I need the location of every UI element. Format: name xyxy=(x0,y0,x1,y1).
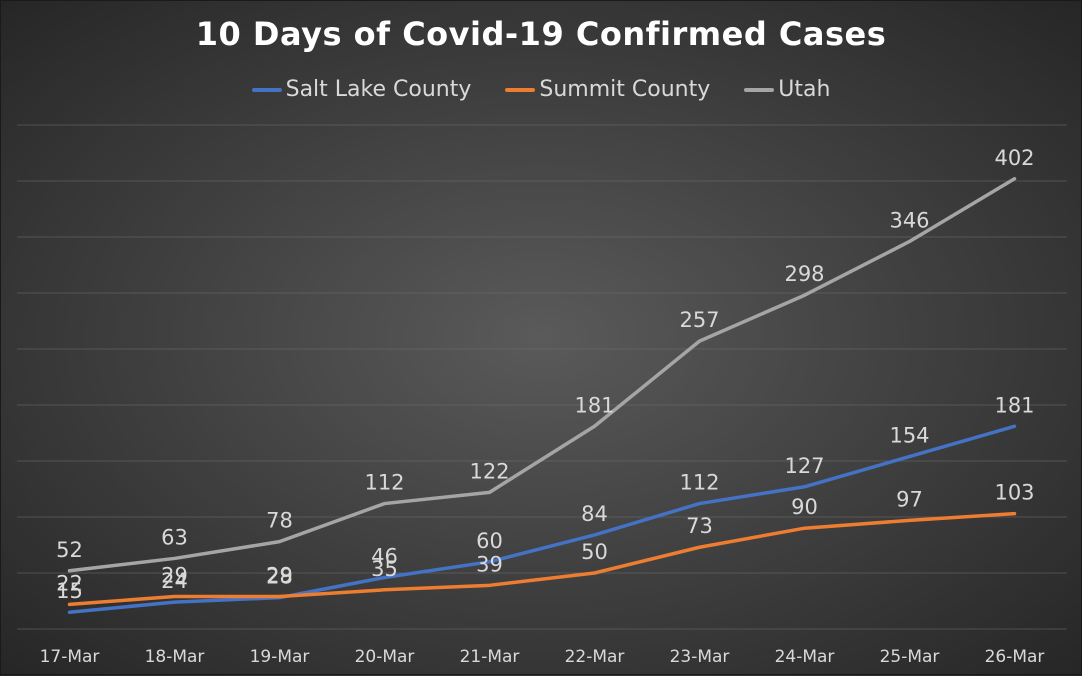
x-tick-label: 19-Mar xyxy=(250,647,310,667)
legend-label: Salt Lake County xyxy=(285,77,472,102)
data-label: 112 xyxy=(364,471,404,495)
data-label: 22 xyxy=(56,571,83,595)
legend-item: Summit County xyxy=(505,77,710,102)
data-label: 73 xyxy=(686,514,713,538)
x-tick-label: 23-Mar xyxy=(670,647,730,667)
data-label: 97 xyxy=(896,487,923,511)
data-label: 52 xyxy=(56,538,83,562)
data-label: 402 xyxy=(994,146,1034,170)
series-line xyxy=(67,177,1017,573)
series-line xyxy=(67,511,1017,607)
data-label: 78 xyxy=(266,509,293,533)
data-label: 35 xyxy=(371,557,398,581)
data-label: 298 xyxy=(784,262,824,286)
legend-swatch xyxy=(505,87,536,92)
x-tick-label: 18-Mar xyxy=(145,647,205,667)
legend-swatch xyxy=(744,87,775,92)
data-label: 46 xyxy=(371,544,398,568)
legend-item: Utah xyxy=(744,77,830,102)
legend-swatch xyxy=(251,87,282,92)
x-tick-label: 26-Mar xyxy=(985,647,1045,667)
data-label: 90 xyxy=(791,495,818,519)
data-label: 28 xyxy=(266,565,293,589)
data-label: 39 xyxy=(476,552,503,576)
x-tick-label: 17-Mar xyxy=(40,647,100,667)
data-label: 257 xyxy=(679,308,719,332)
data-label: 112 xyxy=(679,471,719,495)
data-label: 346 xyxy=(889,208,929,232)
data-label: 181 xyxy=(574,393,614,417)
x-tick-label: 22-Mar xyxy=(565,647,625,667)
data-label: 63 xyxy=(161,525,188,549)
data-label: 122 xyxy=(469,459,509,483)
x-tick-label: 20-Mar xyxy=(355,647,415,667)
data-label: 50 xyxy=(581,540,608,564)
data-label: 15 xyxy=(56,579,83,603)
series-line xyxy=(67,424,1017,614)
data-label: 60 xyxy=(476,529,503,553)
data-label: 84 xyxy=(581,502,608,526)
data-label: 103 xyxy=(994,481,1034,505)
data-label: 29 xyxy=(266,564,293,588)
data-label: 127 xyxy=(784,454,824,478)
data-label: 181 xyxy=(994,393,1034,417)
data-label: 154 xyxy=(889,424,929,448)
legend: Salt Lake County Summit County Utah xyxy=(1,77,1081,102)
x-tick-label: 24-Mar xyxy=(775,647,835,667)
legend-label: Summit County xyxy=(539,77,711,102)
x-tick-label: 25-Mar xyxy=(880,647,940,667)
legend-item: Salt Lake County xyxy=(251,77,472,102)
data-label: 24 xyxy=(161,569,188,593)
x-tick-label: 21-Mar xyxy=(460,647,520,667)
chart-title: 10 Days of Covid-19 Confirmed Cases xyxy=(195,15,887,53)
legend-label: Utah xyxy=(778,77,831,102)
data-label: 29 xyxy=(161,564,188,588)
